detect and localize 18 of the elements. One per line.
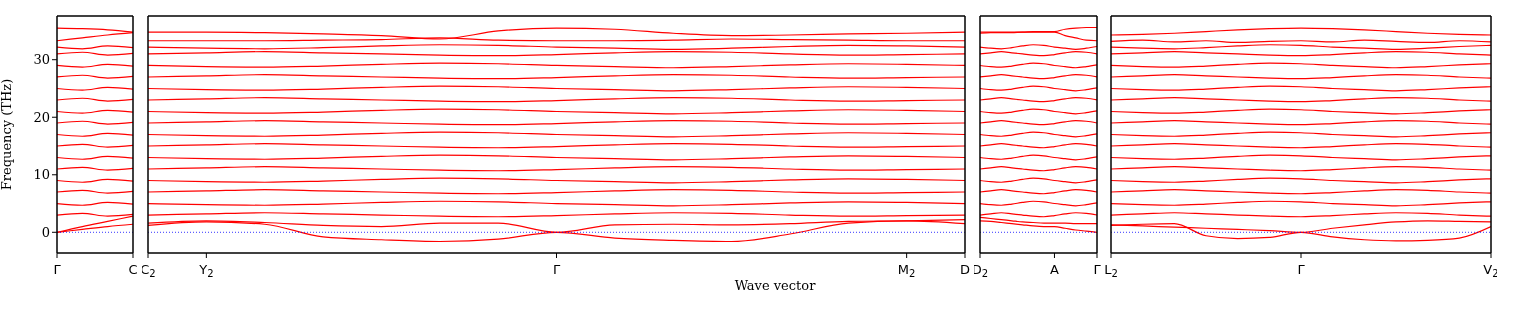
x-tick-label: V$_{2}$: [1483, 262, 1499, 279]
y-tick-label: 10: [33, 167, 50, 183]
x-tick-label: Y$_{2}$: [198, 262, 214, 279]
x-tick-label: D: [959, 262, 971, 277]
x-tick-label: Γ: [53, 262, 62, 277]
y-tick-label: 20: [33, 109, 50, 125]
x-tick-label: Γ: [552, 262, 561, 277]
x-tick-label: Γ: [1093, 262, 1102, 277]
x-axis-title: Wave vector: [733, 278, 817, 293]
x-tick-label: C: [128, 262, 138, 277]
y-axis-title: Frequency (THz): [0, 78, 14, 191]
x-tick-label: L$_{2}$: [1104, 262, 1118, 279]
x-tick-label: A: [1050, 262, 1059, 277]
y-tick-label: 30: [33, 52, 50, 68]
x-tick-label: D$_{2}$: [971, 262, 989, 279]
x-tick-label: Γ: [1297, 262, 1306, 277]
y-tick-label: 0: [41, 224, 50, 240]
x-tick-label: M$_{2}$: [897, 262, 916, 279]
